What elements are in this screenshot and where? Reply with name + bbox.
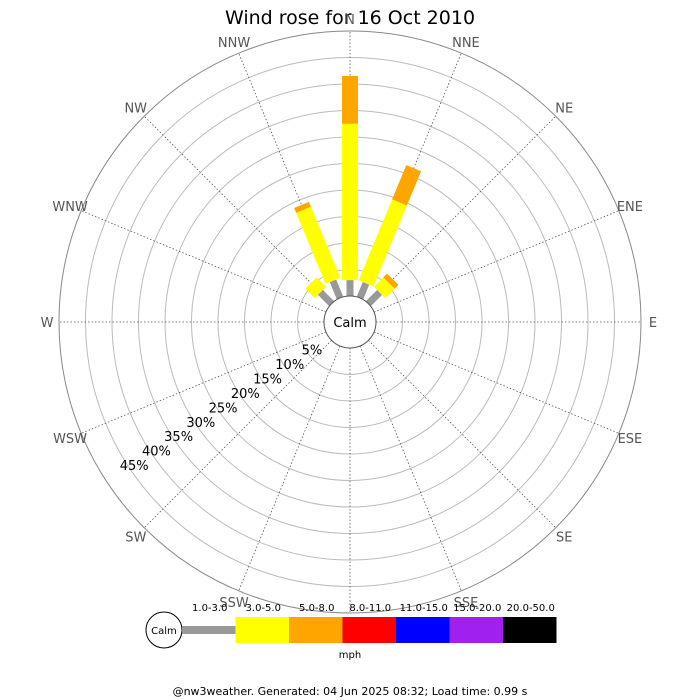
bar-nnw-1-0-3-0	[329, 279, 344, 300]
spoke-ne	[368, 115, 557, 304]
legend-unit: mph	[339, 650, 361, 661]
bar-nne-1-0-3-0	[356, 281, 370, 300]
direction-labels: NNNENEENEEESESESSESSSWSWWSWWWNWNWNNW	[41, 13, 658, 634]
spoke-wnw	[80, 210, 327, 313]
wind-bars	[294, 76, 422, 307]
spoke-nne	[359, 52, 462, 299]
direction-label-ese: ESE	[618, 432, 643, 447]
legend-label-11-0-15-0: 11.0-15.0	[400, 603, 448, 614]
direction-label-se: SE	[556, 530, 572, 545]
ring-label-15: 15%	[253, 372, 282, 387]
direction-label-n: N	[345, 13, 355, 28]
direction-label-nnw: NNW	[218, 36, 250, 51]
spoke-nnw	[238, 52, 341, 299]
spoke-sse	[359, 345, 462, 592]
spoke-ene	[373, 210, 620, 313]
legend-swatch-20-0-50-0	[503, 617, 557, 643]
chart-title: Wind rose for 16 Oct 2010	[225, 7, 475, 29]
direction-label-nne: NNE	[452, 36, 480, 51]
ring-label-10: 10%	[275, 358, 304, 373]
calm-label: Calm	[333, 316, 366, 331]
spoke-nw	[143, 115, 332, 304]
direction-label-wnw: WNW	[52, 200, 88, 215]
bar-ne-3-0-5-0	[373, 277, 395, 299]
legend-label-15-0-20-0: 15.0-20.0	[453, 603, 501, 614]
bar-nnw-3-0-5-0	[296, 206, 341, 284]
ring-label-25: 25%	[209, 401, 238, 416]
ring-label-40: 40%	[142, 445, 171, 460]
bar-nne-3-0-5-0	[358, 199, 407, 287]
ring-label-5: 5%	[302, 344, 323, 359]
speed-legend: Calm 1.0-3.0 3.0-5.0 5.0-8.0 8.0-11.0 11.0-15…	[145, 603, 557, 661]
legend-swatch-3-0-5-0	[235, 617, 289, 643]
bar-nne-5-0-8-0	[392, 165, 422, 206]
bar-ne-1-0-3-0	[365, 289, 383, 307]
direction-label-sw: SW	[125, 530, 146, 545]
legend-label-20-0-50-0: 20.0-50.0	[507, 603, 555, 614]
ring-label-20: 20%	[231, 387, 260, 402]
spoke-ssw	[238, 345, 341, 592]
footer-text: @nw3weather. Generated: 04 Jun 2025 08:3…	[173, 685, 528, 698]
bar-ne-5-0-8-0	[383, 273, 399, 289]
direction-label-nw: NW	[124, 102, 147, 117]
direction-spokes	[59, 31, 641, 613]
ring-label-45: 45%	[120, 459, 149, 474]
legend-label-3-0-5-0: 3.0-5.0	[246, 603, 281, 614]
legend-label-1-0-3-0: 1.0-3.0	[192, 603, 227, 614]
spoke-sw	[143, 340, 332, 529]
legend-swatch-5-0-8-0	[289, 617, 343, 643]
calm-circle-shape	[323, 295, 377, 349]
spoke-se	[368, 340, 557, 529]
ring-labels: 5%10%15%20%25%30%35%40%45%	[120, 344, 323, 474]
bar-nnw-5-0-8-0	[294, 201, 311, 213]
spoke-ese	[373, 331, 620, 434]
direction-label-wsw: WSW	[53, 432, 87, 447]
legend-calm-label: Calm	[151, 626, 177, 637]
direction-label-ssw: SSW	[219, 596, 249, 611]
direction-label-e: E	[649, 316, 657, 331]
bar-nw-1-0-3-0	[317, 289, 335, 307]
spoke-wsw	[80, 331, 327, 434]
ring-label-35: 35%	[164, 430, 193, 445]
direction-label-w: W	[41, 316, 54, 331]
legend-swatch-11-0-15-0	[396, 617, 450, 643]
legend-label-5-0-8-0: 5.0-8.0	[299, 603, 334, 614]
direction-label-ne: NE	[555, 102, 573, 117]
legend-label-8-0-11-0: 8.0-11.0	[349, 603, 391, 614]
legend-swatch-15-0-20-0	[449, 617, 503, 643]
direction-label-ene: ENE	[617, 200, 643, 215]
legend-swatch-1-0-3-0	[182, 626, 236, 634]
direction-label-sse: SSE	[454, 596, 479, 611]
bar-nw-3-0-5-0	[305, 277, 327, 299]
calm-circle: Calm	[323, 295, 377, 349]
ring-label-30: 30%	[186, 416, 215, 431]
grid-ring	[58, 30, 642, 614]
legend-swatch-8-0-11-0	[342, 617, 396, 643]
